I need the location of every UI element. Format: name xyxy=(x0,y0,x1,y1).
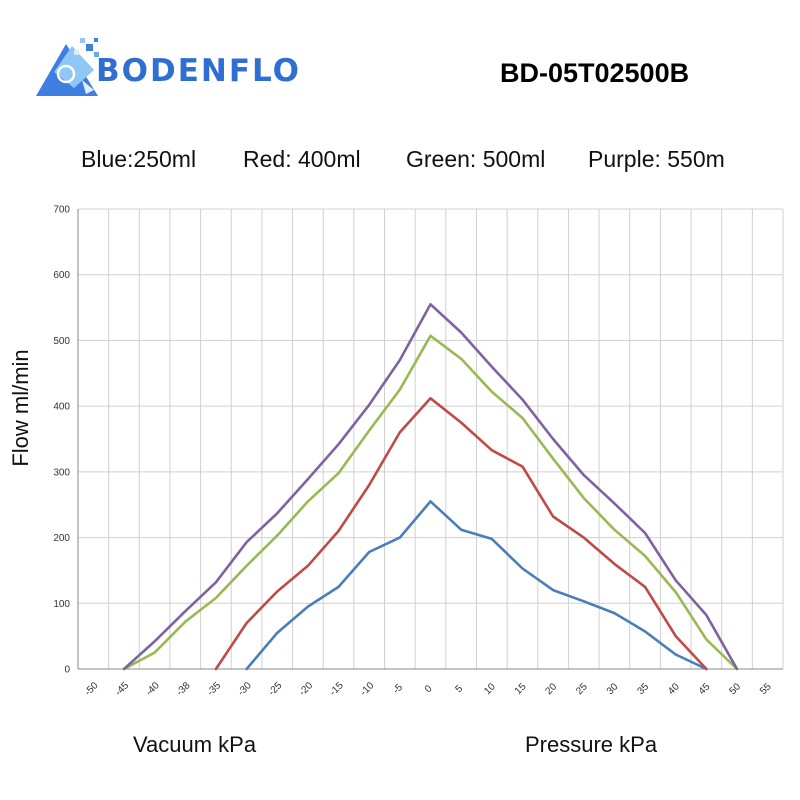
y-tick-label: 500 xyxy=(53,336,70,347)
legend-blue: Blue:250ml xyxy=(81,146,197,172)
series-line-purple xyxy=(122,302,739,671)
x-axis-label-vacuum: Vacuum kPa xyxy=(133,732,257,757)
x-tick-label: 25 xyxy=(574,681,590,697)
legend-purple: Purple: 550m xyxy=(588,146,725,172)
x-tick-label: -30 xyxy=(236,680,254,698)
logo-mark-icon xyxy=(36,38,99,96)
y-tick-label: 300 xyxy=(53,467,70,478)
x-tick-label: -15 xyxy=(328,680,346,698)
x-tick-label: 0 xyxy=(423,683,435,695)
x-tick-label: 30 xyxy=(605,681,621,697)
x-tick-label: 45 xyxy=(697,681,713,697)
y-tick-label: 600 xyxy=(53,270,70,281)
y-tick-label: 200 xyxy=(53,533,70,544)
x-tick-label: -20 xyxy=(297,680,315,698)
legend-red: Red: 400ml xyxy=(243,146,361,172)
y-tick-label: 0 xyxy=(64,665,70,676)
x-tick-label: -40 xyxy=(144,680,162,698)
x-tick-label: 50 xyxy=(727,681,743,697)
bodenflo-logo xyxy=(36,38,99,96)
x-tick-label: 35 xyxy=(635,681,651,697)
x-tick-label: 55 xyxy=(758,681,774,697)
series-line-green xyxy=(122,334,739,671)
legend-green: Green: 500ml xyxy=(406,146,546,172)
y-axis-label-box: Flow ml/min xyxy=(6,340,36,480)
series-line-red xyxy=(214,396,708,671)
x-tick-label: 40 xyxy=(666,681,682,697)
x-tick-label: -45 xyxy=(113,680,131,698)
x-tick-label: -35 xyxy=(205,680,223,698)
y-axis-label: Flow ml/min xyxy=(8,349,33,467)
x-tick-label: -5 xyxy=(391,682,405,696)
brand-name: BODENFLO xyxy=(96,53,302,89)
y-tick-label: 400 xyxy=(53,402,70,413)
model-number: BD-05T02500B xyxy=(500,58,690,88)
x-tick-label: -10 xyxy=(358,680,376,698)
x-tick-label: 5 xyxy=(454,683,466,695)
x-tick-label: 20 xyxy=(544,681,560,697)
x-tick-label: 10 xyxy=(482,681,498,697)
series-line-blue xyxy=(245,500,708,671)
y-tick-label: 100 xyxy=(53,599,70,610)
x-axis-label-pressure: Pressure kPa xyxy=(525,732,658,757)
x-tick-label: 15 xyxy=(513,681,529,697)
x-tick-label: -50 xyxy=(83,680,101,698)
y-tick-label: 700 xyxy=(53,205,70,216)
x-tick-label: -38 xyxy=(175,680,193,698)
x-tick-label: -25 xyxy=(266,680,284,698)
